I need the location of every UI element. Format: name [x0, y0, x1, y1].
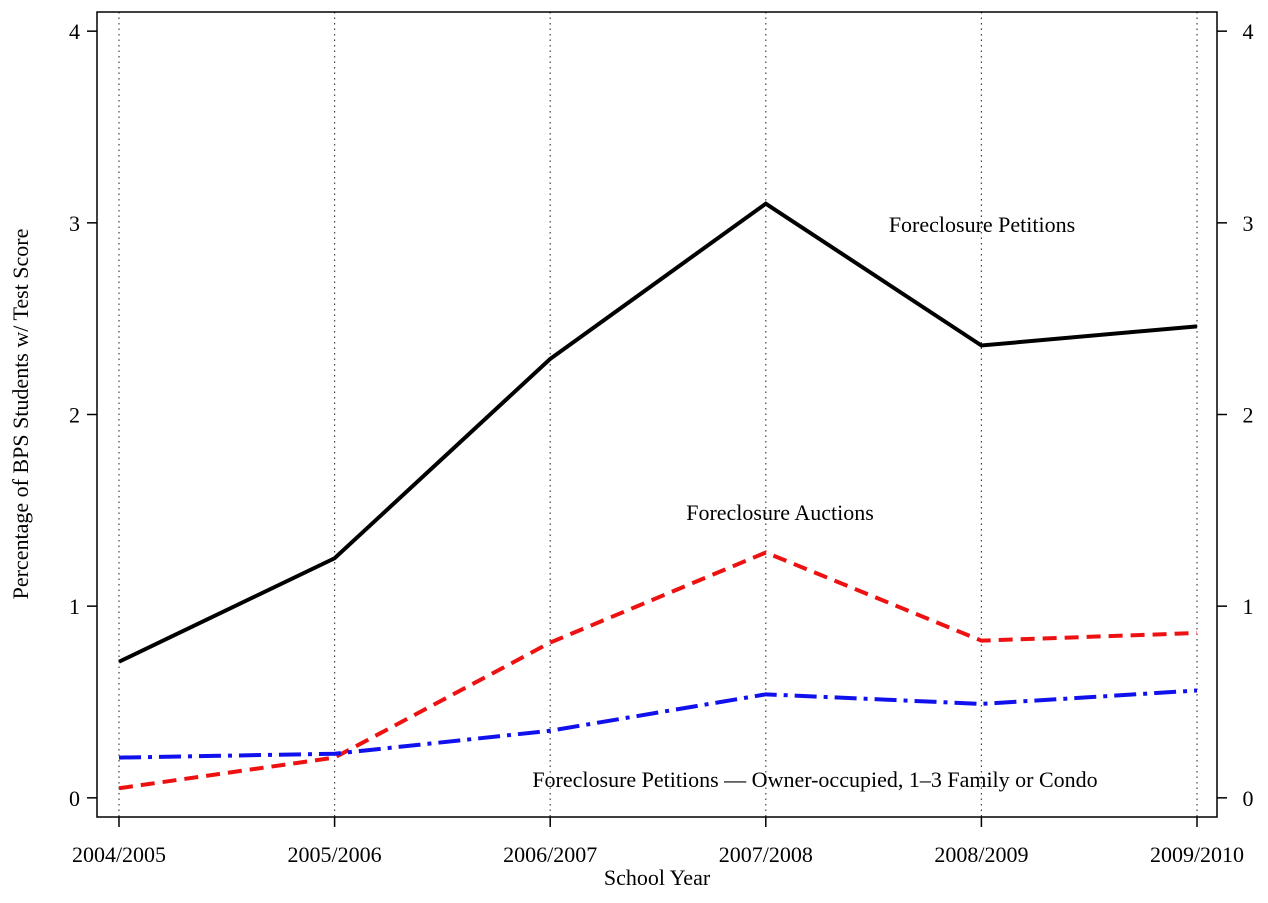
y2-tick-label: 1 — [1243, 594, 1254, 619]
x-tick-label: 2009/2010 — [1150, 842, 1244, 867]
series-line — [118, 688, 1198, 760]
x-tick-label: 2008/2009 — [934, 842, 1028, 867]
series-label: Foreclosure Petitions — [889, 212, 1075, 237]
y-tick-label: 1 — [69, 594, 80, 619]
y2-tick-label: 0 — [1243, 786, 1254, 811]
x-tick-label: 2007/2008 — [719, 842, 813, 867]
x-tick-label: 2005/2006 — [288, 842, 382, 867]
y2-tick-label: 2 — [1243, 403, 1254, 428]
series-line — [118, 550, 1198, 791]
x-axis-label: School Year — [604, 865, 711, 890]
series-label: Foreclosure Auctions — [686, 500, 874, 525]
y-tick-label: 4 — [69, 19, 80, 44]
series-line — [118, 201, 1198, 664]
y-tick-label: 0 — [69, 786, 80, 811]
y-tick-label: 3 — [69, 211, 80, 236]
x-tick-label: 2006/2007 — [503, 842, 597, 867]
y-tick-label: 2 — [69, 403, 80, 428]
y-axis-label: Percentage of BPS Students w/ Test Score — [8, 229, 33, 600]
series-label: Foreclosure Petitions — Owner-occupied, … — [532, 767, 1097, 792]
y2-tick-label: 3 — [1243, 211, 1254, 236]
x-tick-label: 2004/2005 — [72, 842, 166, 867]
y2-tick-label: 4 — [1243, 19, 1254, 44]
plot-frame — [96, 11, 1218, 818]
